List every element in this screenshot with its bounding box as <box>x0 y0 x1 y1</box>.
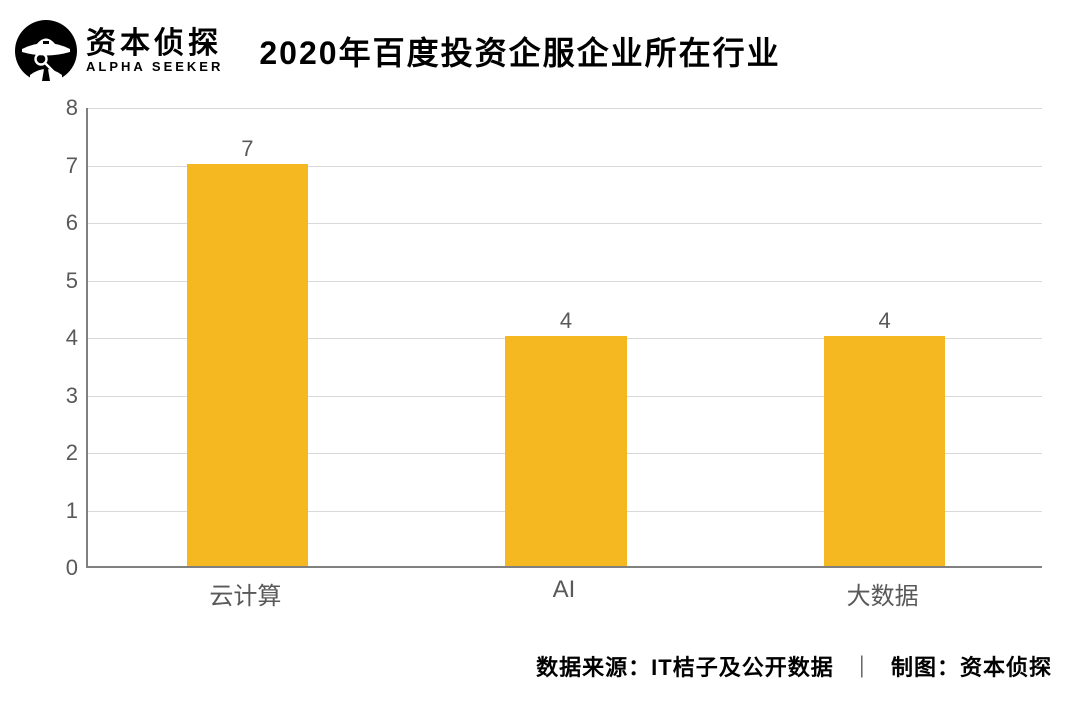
bar-value-label: 7 <box>241 136 253 166</box>
x-tick-label: AI <box>553 576 576 604</box>
brand-text: 资本侦探 ALPHA SEEKER <box>86 28 223 73</box>
bar <box>187 164 308 567</box>
bar-value-label: 4 <box>879 308 891 338</box>
chart: 012345678 744 云计算AI大数据 <box>32 108 1042 608</box>
y-tick-label: 6 <box>66 210 78 236</box>
chart-title: 2020年百度投资企服企业所在行业 <box>259 28 780 74</box>
footer-source-value: IT桔子及公开数据 <box>651 655 834 680</box>
footer-source-key: 数据来源： <box>536 655 651 680</box>
footer-credits: 数据来源：IT桔子及公开数据 ｜ 制图：资本侦探 <box>0 650 1052 682</box>
brand-logo: 资本侦探 ALPHA SEEKER <box>10 19 223 83</box>
bar <box>824 336 945 566</box>
y-tick-label: 5 <box>66 268 78 294</box>
brand-name-cn: 资本侦探 <box>86 28 223 60</box>
brand-name-en: ALPHA SEEKER <box>86 60 223 74</box>
x-tick-label: 云计算 <box>209 576 281 611</box>
y-tick-label: 2 <box>66 440 78 466</box>
bar-value-label: 4 <box>560 308 572 338</box>
x-tick-label: 大数据 <box>847 576 919 611</box>
root: 资本侦探 ALPHA SEEKER 2020年百度投资企服企业所在行业 0 1 2 3… <box>0 0 1080 704</box>
detective-icon <box>14 19 78 83</box>
footer-credit-value: 资本侦探 <box>960 655 1052 680</box>
footer-credit-key: 制图： <box>891 655 960 680</box>
plot-area: 7 4 4 <box>86 108 1042 568</box>
y-axis: 012345678 <box>32 108 86 568</box>
x-axis: 云计算 AI 大数据 <box>86 568 1042 608</box>
y-tick-label: 3 <box>66 383 78 409</box>
y-tick-label: 8 <box>66 95 78 121</box>
grid-line <box>88 108 1042 109</box>
y-tick-label: 1 <box>66 498 78 524</box>
header: 资本侦探 ALPHA SEEKER 2020年百度投资企服企业所在行业 <box>10 14 1070 88</box>
y-tick-label: 0 <box>66 555 78 581</box>
bar <box>505 336 626 566</box>
footer-separator: ｜ <box>851 655 874 680</box>
y-tick-label: 4 <box>66 325 78 351</box>
y-tick-label: 7 <box>66 153 78 179</box>
